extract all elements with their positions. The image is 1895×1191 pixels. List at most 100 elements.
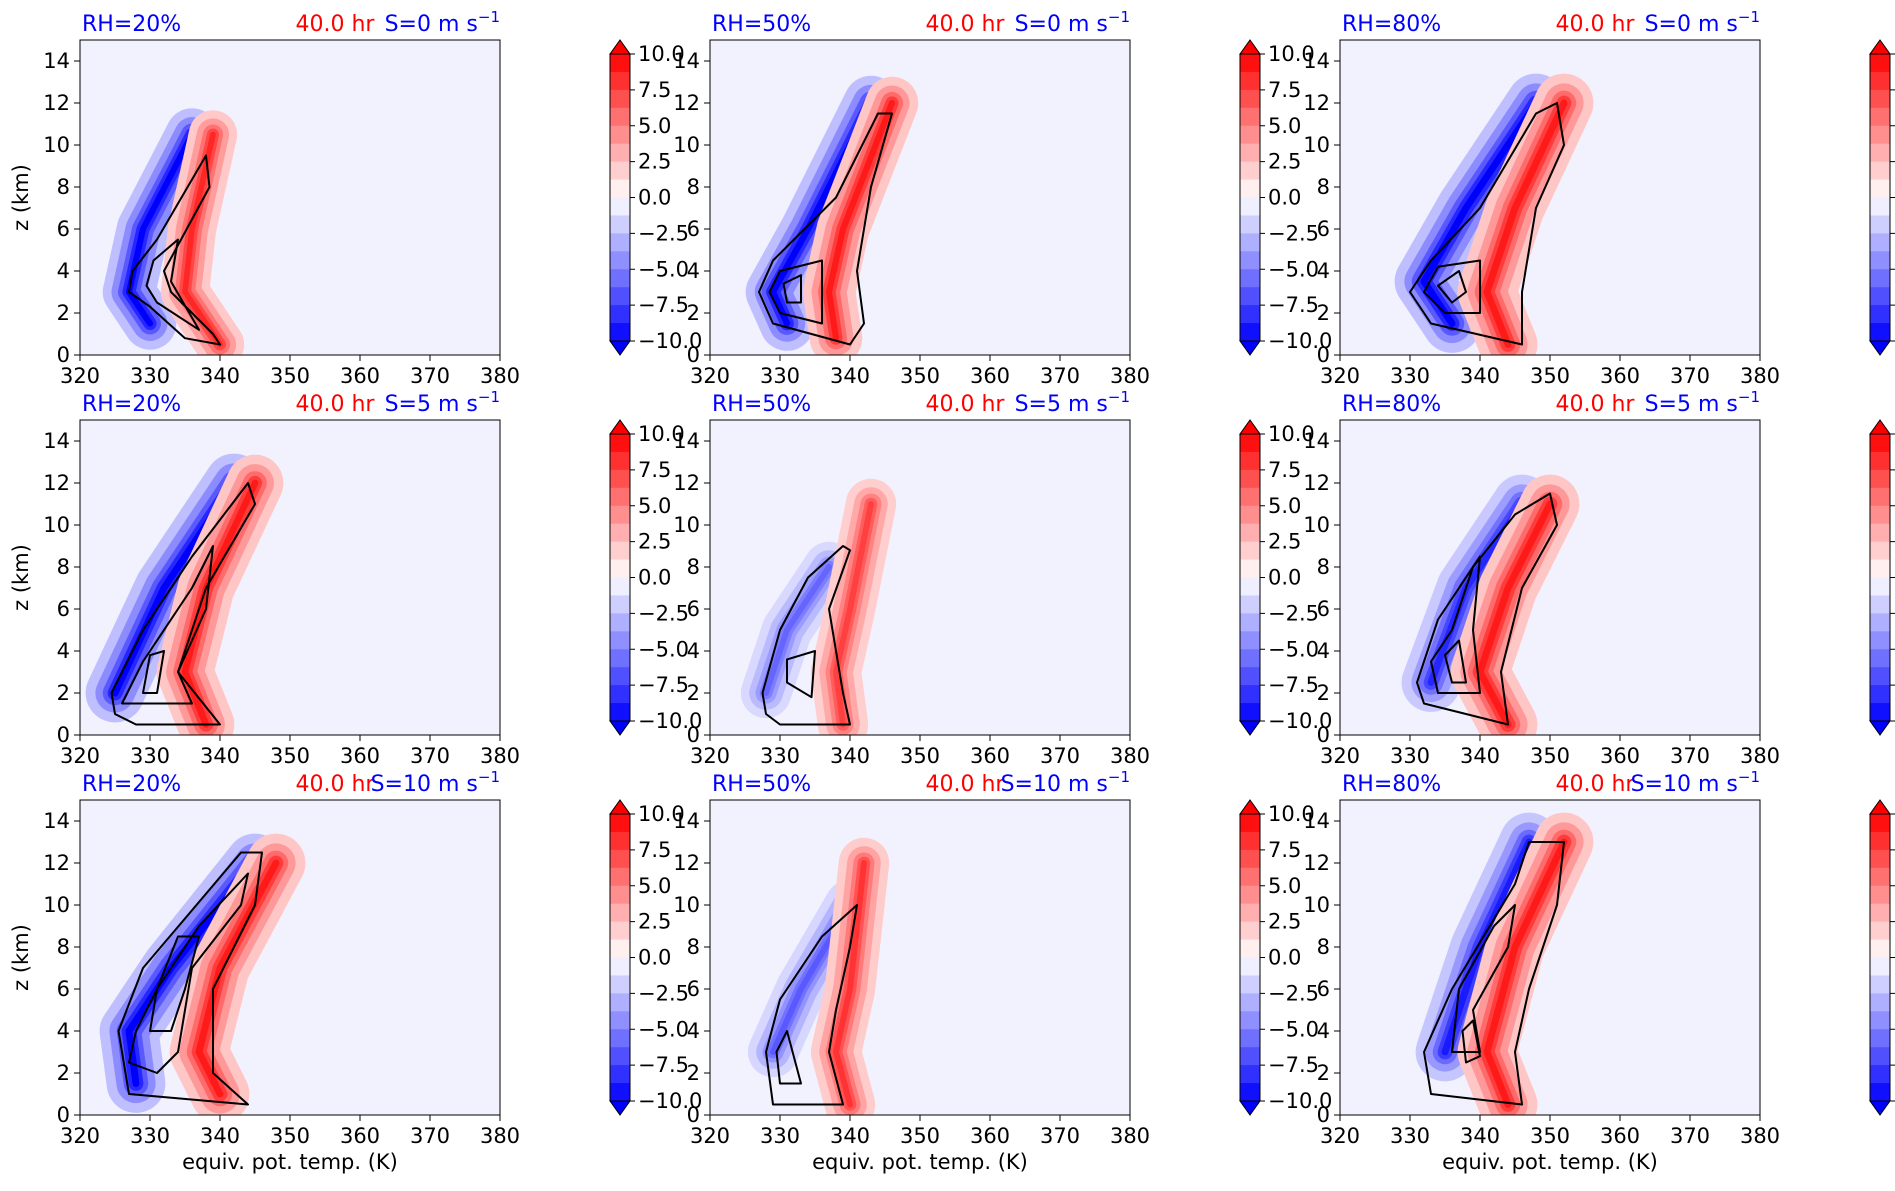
colorbar-band (1240, 595, 1260, 614)
title-right: S=0 m s−1 (1015, 8, 1130, 37)
x-tick-label: 360 (1600, 364, 1640, 388)
colorbar-band (610, 1083, 630, 1102)
colorbar-band (610, 523, 630, 543)
y-tick-label: 0 (687, 723, 700, 747)
title-right: S=0 m s−1 (1645, 8, 1760, 37)
contour-lines (117, 851, 263, 1106)
colorbar-band (1240, 233, 1260, 252)
colorbar-band (1870, 1029, 1890, 1048)
contour-line (121, 545, 214, 705)
negative-anomaly (125, 859, 259, 1087)
colorbar-band (1870, 649, 1890, 668)
contour-line (128, 154, 221, 346)
y-tick-label: 12 (1303, 851, 1330, 875)
title-right-exponent: −1 (1108, 768, 1130, 786)
y-tick-label: 12 (673, 851, 700, 875)
y-tick-label: 0 (1317, 723, 1330, 747)
contour-line (761, 545, 851, 726)
colorbar-band (610, 921, 630, 941)
colorbar-band (610, 814, 630, 833)
colorbar-tick-label: −2.5 (638, 981, 689, 1005)
x-tick-label: 330 (760, 1124, 800, 1148)
colorbar-band (1870, 89, 1890, 109)
colorbar-band (1870, 993, 1890, 1012)
contour-lines (761, 545, 851, 726)
colorbar-band (610, 993, 630, 1012)
x-tick-label: 360 (340, 744, 380, 768)
contour-lines (1416, 492, 1558, 726)
panel-8: 320 330 340 350 360 370 380 0 2 4 6 8 10 12 14 equiv. p… (673, 768, 1332, 1174)
y-tick-label: 10 (673, 133, 700, 157)
x-tick-label: 360 (340, 1124, 380, 1148)
colorbar-tick-label: −2.5 (638, 601, 689, 625)
y-tick-label: 6 (57, 977, 70, 1001)
x-tick-label: 380 (1110, 1124, 1150, 1148)
colorbar-band (1870, 1047, 1890, 1066)
x-tick-label: 370 (410, 744, 450, 768)
colorbar-band (610, 649, 630, 668)
colorbar-band (610, 197, 630, 216)
x-tick-label: 340 (830, 1124, 870, 1148)
colorbar-band (1870, 703, 1890, 722)
x-tick-label: 360 (970, 364, 1010, 388)
colorbar-band (610, 957, 630, 976)
colorbar-band (610, 541, 630, 561)
colorbar-band (1870, 215, 1890, 234)
y-tick-label: 2 (57, 681, 70, 705)
colorbar-band (1240, 957, 1260, 976)
title-left: RH=50% (712, 392, 811, 417)
colorbar-band (610, 903, 630, 923)
colorbar-band (1240, 251, 1260, 270)
title-left: RH=20% (82, 12, 181, 37)
colorbar-band (1240, 89, 1260, 109)
positive-anomaly (181, 479, 259, 728)
title-right-exponent: −1 (1108, 8, 1130, 26)
colorbar-extend-max (1869, 419, 1891, 435)
y-tick-label: 8 (687, 555, 700, 579)
colorbar-extend-min (1869, 1100, 1891, 1116)
x-tick-label: 370 (1040, 744, 1080, 768)
colorbar-band (1240, 703, 1260, 722)
colorbar-band (1870, 613, 1890, 632)
colorbar-tick-label: −5.0 (1268, 637, 1319, 661)
colorbar-extend-max (1239, 39, 1261, 55)
negative-anomaly (125, 131, 196, 327)
colorbar-extend-min (609, 340, 631, 356)
colorbar-band (1870, 487, 1890, 507)
contour-lines (110, 482, 256, 726)
colorbar-band (1240, 469, 1260, 489)
colorbar-tick-label: −10.0 (1268, 329, 1332, 353)
panel-7: 320 330 340 350 360 370 380 0 2 4 6 8 10 12 14 z (km) eq… (9, 768, 702, 1174)
colorbar-band (610, 685, 630, 704)
colorbar-band (1240, 577, 1260, 596)
colorbar-band (1870, 71, 1890, 91)
colorbar-band (1240, 197, 1260, 216)
colorbar-extend-max (1869, 799, 1891, 815)
colorbar-band (610, 867, 630, 887)
y-tick-label: 10 (43, 513, 70, 537)
colorbar-band (1870, 269, 1890, 288)
colorbar-extend-min (609, 720, 631, 736)
colorbar-band (1240, 215, 1260, 234)
colorbar-band (1870, 179, 1890, 198)
contour-lines (765, 904, 858, 1106)
x-tick-label: 350 (1530, 364, 1570, 388)
x-tick-label: 370 (1670, 364, 1710, 388)
x-tick-label: 350 (270, 1124, 310, 1148)
x-tick-label: 340 (1460, 1124, 1500, 1148)
colorbar-band (1870, 685, 1890, 704)
x-tick-label: 320 (1320, 744, 1360, 768)
colorbar-band (610, 125, 630, 145)
colorbar-tick-label: −5.0 (638, 257, 689, 281)
positive-anomaly (1483, 99, 1568, 348)
filled-contours (745, 75, 919, 355)
positive-anomaly (182, 131, 223, 348)
colorbar-band (1870, 287, 1890, 306)
colorbar-band (1870, 975, 1890, 994)
y-tick-label: 12 (673, 91, 700, 115)
y-tick-label: 6 (57, 597, 70, 621)
positive-anomaly (195, 859, 280, 1098)
colorbar: 10.0 7.5 5.0 2.5 0.0 −2.5 −5.0 −7.5 −10.0 (1239, 799, 1332, 1116)
colorbar-band (1870, 831, 1890, 851)
